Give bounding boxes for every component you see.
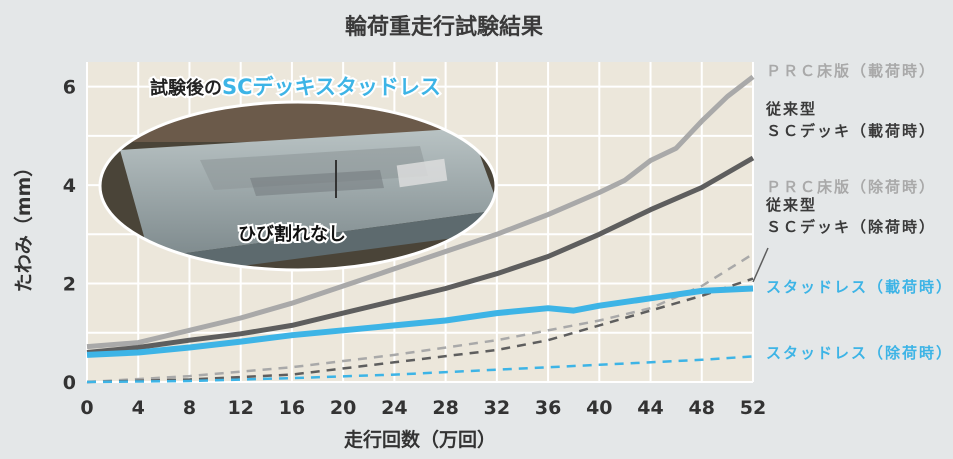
x-tick-3: 12 [227,397,253,419]
series-layer [86,74,755,384]
x-tick-4: 16 [279,397,305,419]
y-tick-0: 0 [63,372,76,394]
x-tick-7: 28 [432,397,458,419]
y-tick-labels: 0 2 4 6 [63,77,76,394]
x-tick-13: 52 [740,397,766,419]
series-line-1 [86,155,755,355]
y-axis-label: たわみ（mm） [12,158,35,293]
y-tick-1: 2 [63,274,76,296]
legend-label-5-0: スタッドレス（除荷時） [766,344,953,362]
x-tick-11: 44 [637,397,663,419]
legend-label-1-0: 従来型 [765,100,817,118]
legend-label-2-0: ＰＲＣ床版（除荷時） [766,178,936,196]
series-line-2 [86,252,754,384]
x-tick-10: 40 [586,397,612,419]
legend-leader-line [752,247,769,283]
y-tick-3: 6 [63,77,76,99]
x-tick-0: 0 [80,397,93,419]
legend: ＰＲＣ床版（載荷時）従来型ＳＣデッキ（載荷時）ＰＲＣ床版（除荷時）従来型ＳＣデッ… [752,62,953,362]
x-tick-1: 4 [132,397,145,419]
x-tick-9: 36 [535,397,561,419]
photo-caption-highlight: SCデッキスタッドレス [222,75,441,99]
photo-image [100,102,496,270]
x-tick-8: 32 [484,397,510,419]
series-line-3 [86,277,754,384]
series-line-5 [86,355,754,384]
svg-text:試験後のSCデッキスタッドレス: 試験後のSCデッキスタッドレス [150,75,441,99]
x-tick-5: 20 [330,397,356,419]
x-tick-2: 8 [183,397,196,419]
chart-title: 輪荷重走行試験結果 [345,14,543,40]
legend-label-1-1: ＳＣデッキ（載荷時） [766,122,936,140]
x-tick-6: 24 [381,397,407,419]
series-line-4 [86,285,754,358]
legend-label-3-0: 従来型 [765,196,817,214]
legend-label-0-0: ＰＲＣ床版（載荷時） [766,62,936,80]
photo-caption-prefix: 試験後の [150,77,222,99]
series-line-0 [86,74,755,350]
x-tick-12: 48 [689,397,715,419]
legend-label-3-1: ＳＣデッキ（除荷時） [766,218,936,236]
test-photo: 試験後のSCデッキスタッドレス ひび割れなし [98,73,498,272]
x-axis-label: 走行回数（万回） [344,428,496,451]
legend-label-4-0: スタッドレス（載荷時） [766,278,953,296]
y-tick-2: 4 [63,175,76,197]
photo-note: ひび割れなし [238,223,346,245]
x-tick-labels: 0 4 8 12 16 20 24 28 32 36 40 44 48 52 [80,397,766,419]
